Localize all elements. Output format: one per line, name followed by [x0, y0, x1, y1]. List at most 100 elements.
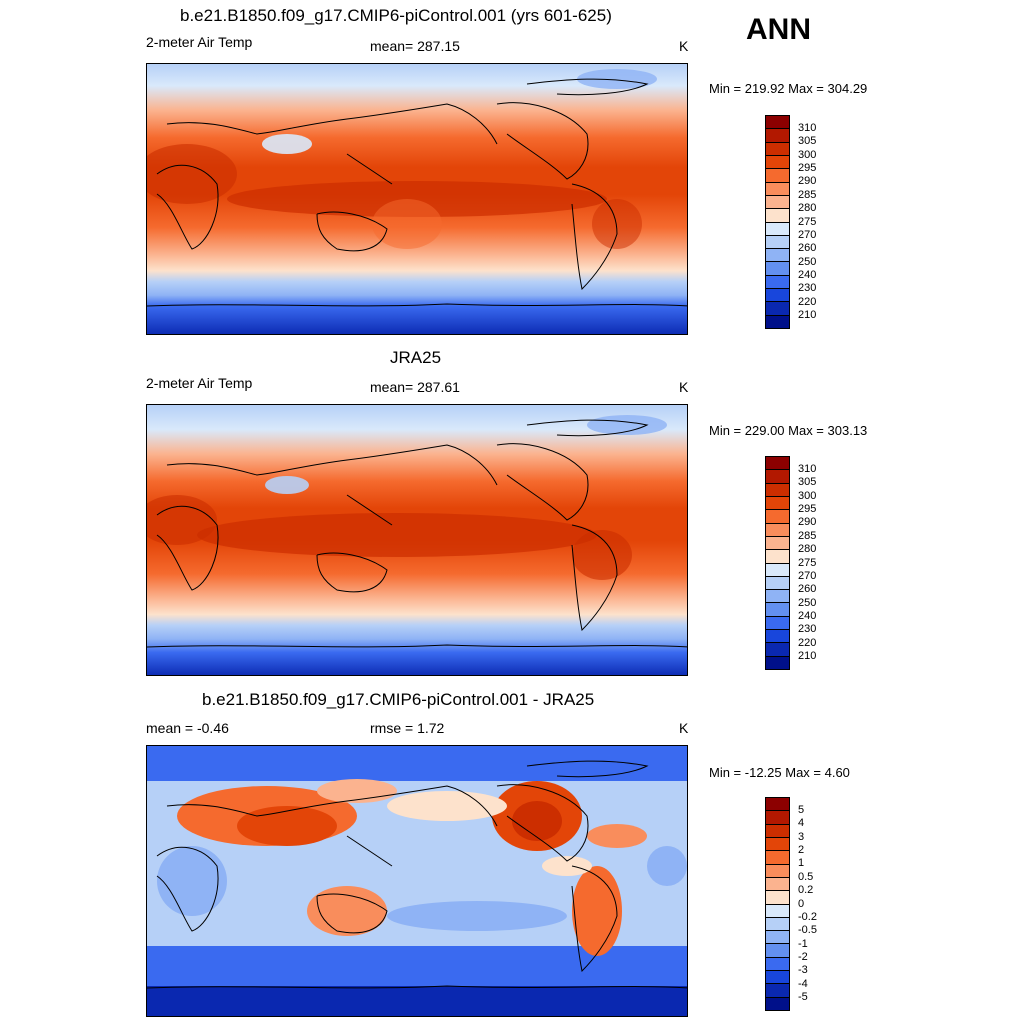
panel3-colorbar-swatch: [766, 864, 789, 878]
panel1-units: K: [679, 38, 689, 54]
panel3-colorbar-swatch: [766, 944, 789, 958]
panel1-temperature-map: [146, 63, 688, 335]
season-label: ANN: [746, 13, 811, 46]
panel2-colorbar-swatch: [766, 630, 789, 644]
panel1-colorbar-tick-label: 275: [798, 215, 817, 228]
panel1-colorbar-swatch: [766, 275, 789, 290]
panel3-colorbar-tick-label: 1: [798, 857, 805, 870]
panel2-colorbar-swatch: [766, 536, 789, 551]
panel1-mean-label: mean= 287.15: [370, 38, 460, 54]
panel2-colorbar-swatch: [766, 483, 789, 497]
panel1-colorbar-tick-label: 285: [798, 188, 817, 201]
panel1-colorbar-swatch: [766, 222, 789, 236]
panel2-colorbar-swatch: [766, 523, 789, 537]
panel1-colorbar-tick-label: 260: [798, 242, 817, 255]
panel2-colorbar-tick-label: 220: [798, 636, 817, 649]
panel3-rmse-label: rmse = 1.72: [370, 720, 445, 736]
panel1-colorbar-swatch: [766, 142, 789, 156]
panel3-colorbar-swatch: [766, 798, 789, 812]
panel3-colorbar-swatch: [766, 997, 789, 1010]
panel2-colorbar-tick-label: 275: [798, 556, 817, 569]
panel3-colorbar-swatch: [766, 851, 789, 865]
panel2-colorbar: [765, 456, 790, 670]
panel2-colorbar-tick-label: 305: [798, 476, 817, 489]
panel3-colorbar: [765, 797, 790, 1011]
panel2-colorbar-tick-label: 250: [798, 596, 817, 609]
panel1-colorbar-tick-label: 210: [798, 309, 817, 322]
panel1-colorbar-tick-label: 240: [798, 269, 817, 281]
panel1-colorbar-tick-label: 220: [798, 295, 817, 308]
panel1-colorbar-swatch: [766, 209, 789, 223]
panel2-colorbar-swatch: [766, 550, 789, 564]
panel2-left-label: 2-meter Air Temp: [146, 375, 253, 391]
panel3-mean-label: mean = -0.46: [146, 720, 229, 736]
panel1-colorbar: [765, 115, 790, 329]
panel3-minmax: Min = -12.25 Max = 4.60: [709, 765, 850, 780]
panel1-colorbar-swatch: [766, 116, 789, 130]
panel1-colorbar-tick-label: 290: [798, 175, 817, 188]
panel1-minmax: Min = 219.92 Max = 304.29: [709, 81, 868, 96]
panel3-colorbar-tick-label: 0.5: [798, 870, 814, 883]
panel1-colorbar-tick-label: 230: [798, 282, 817, 295]
panel3-difference-map: [146, 745, 688, 1017]
panel2-colorbar-tick-label: 280: [798, 543, 817, 556]
panel2-colorbar-tick-label: 230: [798, 623, 817, 636]
panel1-colorbar-tick-label: 280: [798, 202, 817, 215]
panel1-title: b.e21.B1850.f09_g17.CMIP6-piControl.001 …: [180, 6, 612, 25]
panel1-colorbar-swatch: [766, 262, 789, 276]
panel3-colorbar-tick-label: -3: [798, 964, 808, 977]
panel3-colorbar-swatch: [766, 971, 789, 985]
panel2-minmax: Min = 229.00 Max = 303.13: [709, 423, 868, 438]
panel2-units: K: [679, 379, 689, 395]
panel2-colorbar-swatch: [766, 643, 789, 657]
panel2-colorbar-swatch: [766, 603, 789, 617]
panel2-colorbar-tick-label: 270: [798, 569, 817, 582]
panel3-colorbar-tick-label: 5: [798, 803, 805, 816]
panel3-colorbar-swatch: [766, 904, 789, 918]
panel2-colorbar-swatch: [766, 616, 789, 631]
panel1-colorbar-swatch: [766, 302, 789, 316]
panel2-colorbar-swatch: [766, 510, 789, 524]
panel2-colorbar-tick-label: 290: [798, 516, 817, 529]
panel1-colorbar-swatch: [766, 249, 789, 263]
panel2-colorbar-swatch: [766, 656, 789, 669]
panel1-colorbar-swatch: [766, 235, 789, 250]
panel1-colorbar-tick-label: 300: [798, 148, 817, 161]
panel3-colorbar-tick-label: 4: [798, 817, 805, 830]
panel3-colorbar-swatch: [766, 931, 789, 945]
panel3-colorbar-swatch: [766, 837, 789, 852]
panel2-colorbar-tick-label: 285: [798, 529, 817, 542]
panel3-title: b.e21.B1850.f09_g17.CMIP6-piControl.001 …: [202, 690, 595, 709]
panel1-colorbar-swatch: [766, 155, 789, 170]
panel2-colorbar-swatch: [766, 563, 789, 577]
panel2-colorbar-tick-label: 300: [798, 489, 817, 502]
panel1-colorbar-tick-label: 270: [798, 228, 817, 241]
panel3-colorbar-swatch: [766, 877, 789, 892]
panel3-colorbar-tick-label: -1: [798, 937, 808, 950]
panel3-colorbar-swatch: [766, 824, 789, 838]
panel2-colorbar-tick-label: 310: [798, 462, 817, 475]
panel1-colorbar-swatch: [766, 169, 789, 183]
panel3-colorbar-tick-label: -5: [798, 991, 808, 1004]
panel2-colorbar-tick-label: 260: [798, 583, 817, 596]
panel2-colorbar-swatch: [766, 457, 789, 471]
panel3-colorbar-tick-label: -0.5: [798, 924, 817, 937]
panel1-colorbar-tick-label: 310: [798, 121, 817, 134]
panel2-colorbar-swatch: [766, 576, 789, 591]
panel3-colorbar-tick-label: -2: [798, 951, 808, 963]
panel1-colorbar-tick-label: 250: [798, 255, 817, 268]
panel2-title: JRA25: [390, 348, 442, 367]
panel3-colorbar-tick-label: 0.2: [798, 884, 814, 897]
panel3-colorbar-tick-label: 2: [798, 844, 805, 856]
panel2-colorbar-tick-label: 240: [798, 610, 817, 622]
panel3-colorbar-swatch: [766, 957, 789, 972]
panel3-colorbar-tick-label: -4: [798, 977, 808, 990]
panel2-colorbar-swatch: [766, 496, 789, 511]
panel3-colorbar-tick-label: 3: [798, 830, 805, 843]
panel3-colorbar-swatch: [766, 984, 789, 998]
panel1-colorbar-swatch: [766, 289, 789, 303]
panel1-colorbar-swatch: [766, 182, 789, 196]
panel3-colorbar-tick-label: 0: [798, 897, 805, 910]
panel2-colorbar-tick-label: 210: [798, 650, 817, 663]
panel1-colorbar-swatch: [766, 129, 789, 143]
